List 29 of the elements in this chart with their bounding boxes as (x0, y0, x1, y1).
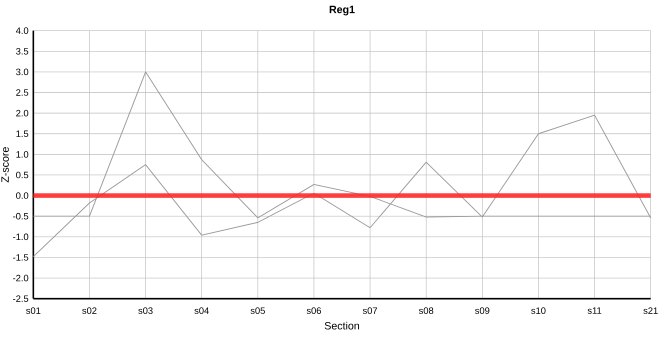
y-tick-label: 1.0 (16, 151, 28, 158)
y-tick-label: 2.5 (16, 89, 28, 96)
x-tick-label: s06 (306, 307, 322, 314)
y-tick-label: 0.0 (16, 192, 28, 199)
chart-title: Reg1 (330, 6, 355, 16)
x-tick-label: s21 (643, 307, 658, 314)
y-tick-label: -1.5 (13, 254, 28, 261)
x-tick-label: s09 (475, 307, 490, 314)
x-tick-label: s03 (138, 307, 153, 314)
y-tick-label: 1.5 (16, 130, 28, 137)
y-tick-label: 3.0 (16, 68, 28, 76)
x-tick-label: s05 (250, 307, 265, 314)
y-tick-label: 4.0 (16, 27, 28, 34)
y-axis-title: Z-score (1, 147, 9, 182)
y-tick-label: -1.0 (13, 234, 28, 240)
x-axis-title: Section (324, 322, 360, 330)
y-tick-label: -2.5 (13, 295, 28, 302)
x-tick-label: s01 (26, 307, 40, 314)
y-tick-label: 0.5 (16, 172, 28, 178)
x-tick-label: s07 (362, 307, 378, 314)
x-tick-label: s11 (588, 307, 602, 314)
y-tick-label: -2.0 (13, 274, 28, 282)
y-tick-label: -0.5 (13, 212, 28, 220)
x-tick-label: s04 (194, 307, 209, 314)
y-tick-label: 3.5 (16, 48, 28, 55)
y-tick-label: 2.0 (16, 110, 28, 116)
x-tick-label: s08 (418, 307, 434, 314)
x-tick-label: s02 (82, 307, 96, 314)
x-tick-label: s10 (531, 307, 546, 314)
